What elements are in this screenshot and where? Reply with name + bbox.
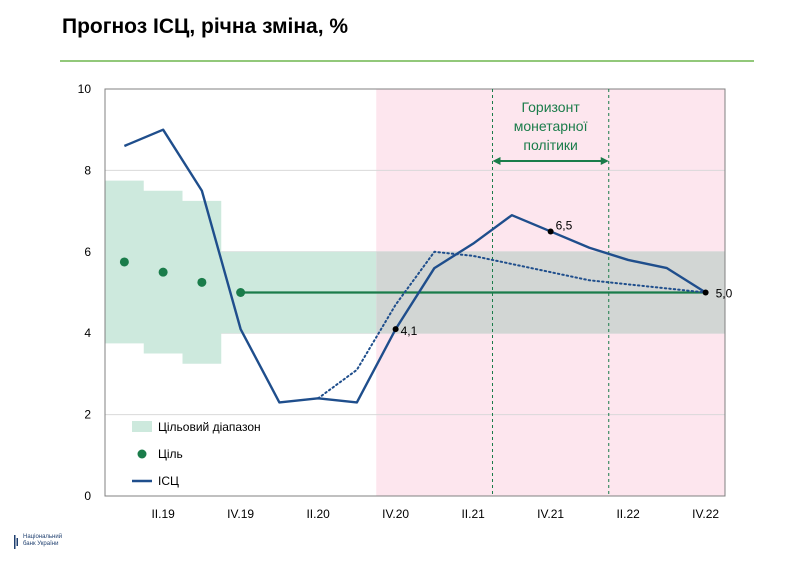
x-tick-label: II.21 [461,507,485,521]
policy-horizon-label: Горизонт [522,99,581,115]
annotation-marker [392,326,399,333]
policy-horizon-arrowhead-left [492,157,501,165]
nbu-logo-icon [14,535,18,549]
legend-label: ІСЦ [158,474,179,488]
y-tick-label: 8 [84,163,91,177]
x-tick-label: IV.21 [537,507,564,521]
legend-swatch-area [132,421,152,432]
y-tick-label: 0 [84,489,91,503]
target-point [236,288,246,297]
annotation-marker [547,228,554,235]
annotation-label: 6,5 [556,218,573,232]
target-point [158,267,168,277]
policy-horizon-label: політики [523,137,578,153]
y-tick-label: 6 [84,245,91,259]
target-range-band [105,180,377,364]
annotation-label: 4,1 [401,324,418,338]
title-divider [60,60,754,62]
cpi-line [123,128,707,404]
page-title: Прогноз ІСЦ, річна зміна, % [62,15,349,38]
y-tick-label: 10 [78,82,92,96]
logo-text-line2: банк України [23,541,59,547]
target-point [197,277,207,287]
x-tick-label: IV.22 [692,507,719,521]
legend-label: Цільовий діапазон [158,420,261,434]
annotation-marker [702,289,709,296]
x-tick-label: IV.19 [227,507,254,521]
annotation-label: 5,0 [716,287,733,301]
policy-horizon-label: монетарної [514,118,588,134]
y-tick-label: 4 [84,326,91,340]
legend-label: Ціль [158,447,183,461]
x-tick-label: II.22 [616,507,640,521]
target-point [119,257,129,267]
legend-swatch-dot [137,449,147,459]
plot-frame [104,88,726,497]
x-tick-label: II.20 [306,507,330,521]
logo-text-line1: Національний [23,534,63,540]
policy-horizon-arrowhead-right [600,157,609,165]
cpi-forecast-alt-line [317,250,707,400]
x-tick-label: IV.20 [382,507,409,521]
nbu-logo: Національний банк України [13,533,93,553]
x-tick-label: II.19 [151,507,175,521]
y-tick-label: 2 [84,408,91,422]
